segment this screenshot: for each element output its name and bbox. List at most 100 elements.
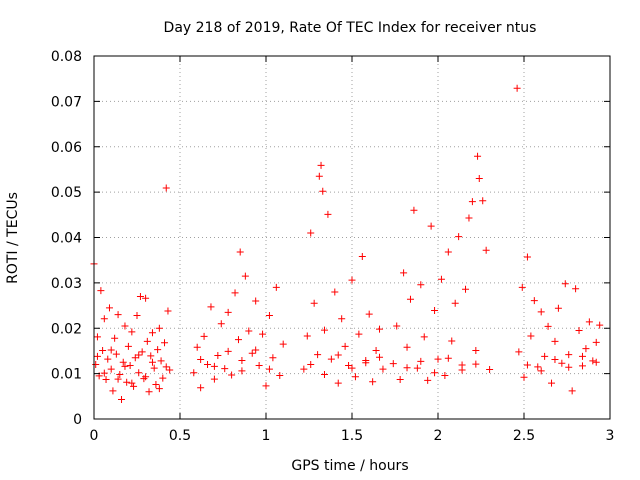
data-point [238, 356, 246, 364]
data-point [458, 366, 466, 374]
data-point [111, 334, 119, 342]
data-point [592, 338, 600, 346]
y-tick-label: 0.04 [51, 231, 82, 247]
data-point [105, 304, 113, 312]
data-point [121, 362, 129, 370]
data-point [148, 329, 156, 337]
data-point [154, 346, 162, 354]
data-point [515, 348, 523, 356]
data-point [572, 285, 580, 293]
x-tick-label: 1 [262, 428, 271, 444]
data-point [162, 363, 170, 371]
data-point [513, 84, 521, 92]
data-point [523, 253, 531, 261]
data-point [589, 357, 597, 365]
data-point [585, 318, 593, 326]
data-point [474, 152, 482, 160]
data-point [518, 283, 526, 291]
data-point [431, 369, 439, 377]
data-point [437, 275, 445, 283]
data-point [142, 294, 150, 302]
data-point [427, 222, 435, 230]
data-point [112, 350, 120, 358]
data-point [554, 304, 562, 312]
data-point [479, 197, 487, 205]
data-point [369, 378, 377, 386]
data-point [114, 311, 122, 319]
data-point [324, 210, 332, 218]
data-point [300, 365, 308, 373]
data-point [279, 340, 287, 348]
data-point [558, 359, 566, 367]
data-point [596, 321, 604, 329]
data-point [207, 303, 215, 311]
data-point [126, 361, 134, 369]
data-point [228, 371, 236, 379]
x-tick-label: 0.5 [169, 428, 191, 444]
data-point [234, 336, 242, 344]
data-point [578, 362, 586, 370]
data-point [123, 378, 131, 386]
data-point [135, 369, 143, 377]
data-point [109, 387, 117, 395]
data-point [319, 187, 327, 195]
data-point [143, 337, 151, 345]
data-point [142, 373, 150, 381]
data-point [578, 352, 586, 360]
data-point [575, 327, 583, 335]
data-point [314, 351, 322, 359]
x-tick-label: 0 [90, 428, 99, 444]
data-point [417, 357, 425, 365]
data-point [341, 342, 349, 350]
data-point [362, 356, 370, 364]
data-point [400, 269, 408, 277]
data-point [190, 369, 198, 377]
data-point [99, 346, 107, 354]
data-point [259, 330, 267, 338]
data-point [152, 381, 160, 389]
data-point [130, 382, 138, 390]
y-tick-label: 0.08 [51, 49, 82, 65]
x-tick-label: 2 [434, 428, 443, 444]
data-point [255, 361, 263, 369]
data-point [520, 373, 528, 381]
data-point [97, 287, 105, 295]
data-point [355, 330, 363, 338]
y-tick-label: 0.06 [51, 140, 82, 156]
data-point [116, 371, 124, 379]
x-tick-label: 2.5 [513, 428, 535, 444]
data-point [541, 352, 549, 360]
data-point [431, 307, 439, 315]
data-point [217, 320, 225, 328]
data-point [107, 346, 115, 354]
data-point [417, 281, 425, 289]
data-point [468, 198, 476, 206]
data-point [451, 299, 459, 307]
y-tick-label: 0.05 [51, 185, 82, 201]
data-point [472, 346, 480, 354]
data-point [93, 352, 101, 360]
data-point [413, 364, 421, 372]
data-point [159, 374, 167, 382]
data-point [420, 333, 428, 341]
data-point [376, 325, 384, 333]
data-point [523, 361, 531, 369]
data-point [135, 351, 143, 359]
data-point [121, 322, 129, 330]
data-point [592, 358, 600, 366]
data-point [334, 351, 342, 359]
data-point [133, 312, 141, 320]
data-point [548, 379, 556, 387]
data-point [252, 297, 260, 305]
data-point [155, 385, 163, 393]
chart-title: Day 218 of 2019, Rate Of TEC Index for r… [164, 20, 537, 36]
data-point [568, 387, 576, 395]
data-point [403, 364, 411, 372]
data-point [136, 292, 144, 300]
data-point [138, 348, 146, 356]
data-point [372, 346, 380, 354]
data-point [210, 375, 218, 383]
data-point [231, 289, 239, 297]
y-tick-label: 0.07 [51, 94, 82, 110]
